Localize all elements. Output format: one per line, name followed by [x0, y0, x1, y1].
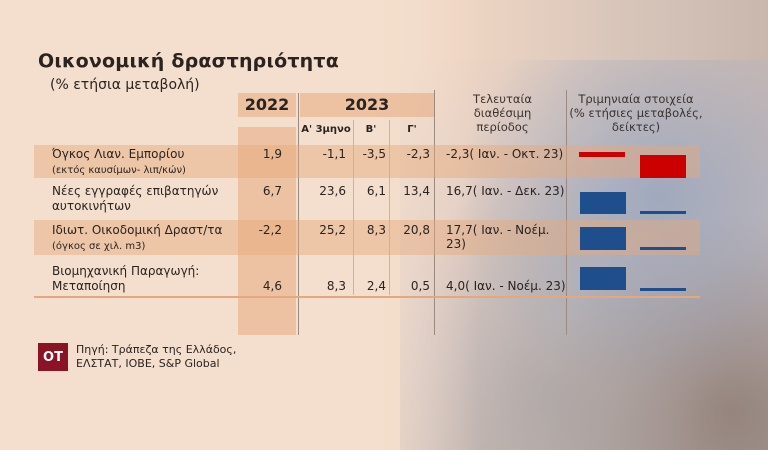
value-q3: 13,4: [403, 184, 430, 198]
value-last-period: -2,3( Ιαν. - Οκτ. 23): [446, 147, 564, 161]
value-q1: 23,6: [319, 184, 346, 198]
row-sublabel: αυτοκινήτων: [52, 199, 131, 213]
divider: [353, 120, 354, 295]
divider: [389, 120, 390, 295]
value-2022: 4,6: [262, 279, 282, 293]
value-q1: -1,1: [322, 147, 346, 161]
value-q2: 6,1: [366, 184, 386, 198]
quarterly-bar: [640, 288, 686, 291]
row-label: Νέες εγγραφές επιβατηγών: [52, 184, 219, 198]
row-label: Ιδιωτ. Οικοδομική Δραστ/τα: [52, 223, 223, 237]
value-q1: 8,3: [326, 279, 346, 293]
value-q2: -3,5: [362, 147, 386, 161]
value-q3: 20,8: [403, 223, 430, 237]
header-quarterly: Τριμηνιαία στοιχεία (% ετήσιες μεταβολές…: [567, 92, 705, 134]
header-text: Τελευταία: [473, 92, 532, 106]
divider: [434, 90, 435, 335]
table-bottom-line: [34, 296, 700, 298]
row-sublabel: (εκτός καυσίμων- λιπ/κών): [52, 165, 186, 176]
divider: [298, 93, 299, 335]
header-q2: Β': [365, 124, 377, 135]
header-q1: Α' 3μηνο: [301, 124, 351, 135]
page-subtitle: (% ετήσια μεταβολή): [50, 77, 200, 93]
row-sublabel: Μεταποίηση: [52, 279, 126, 293]
quarterly-bar: [640, 211, 686, 214]
value-2022: 1,9: [262, 147, 282, 161]
value-2022: 6,7: [262, 184, 282, 198]
value-last-period: 4,0( Ιαν. - Νοέμ. 23): [446, 279, 566, 293]
quarterly-bar: [580, 192, 626, 214]
quarterly-bar: [580, 227, 626, 250]
value-q1: 25,2: [319, 223, 346, 237]
value-q3: 0,5: [410, 279, 430, 293]
header-text: δείκτες): [611, 120, 661, 134]
value-q2: 8,3: [366, 223, 386, 237]
page-title: Οικονομική δραστηριότητα: [38, 50, 339, 72]
header-2022: 2022: [238, 93, 296, 117]
header-text: περίοδος: [476, 120, 529, 134]
header-text: (% ετήσιες μεταβολές,: [569, 106, 703, 120]
divider: [566, 90, 567, 335]
value-q2: 2,4: [366, 279, 386, 293]
source-note: Πηγή: Τράπεζα της Ελλάδος, ΕΛΣΤΑΤ, ΙΟΒΕ,…: [76, 343, 236, 371]
value-q3: -2,3: [406, 147, 430, 161]
row-highlight: [34, 145, 700, 178]
row-sublabel: (όγκος σε χιλ. m3): [52, 241, 146, 252]
header-last-period: Τελευταία διαθέσιμη περίοδος: [440, 92, 565, 134]
header-text: διαθέσιμη: [473, 106, 532, 120]
value-last-period: 16,7( Ιαν. - Δεκ. 23): [446, 184, 565, 198]
row-label: Όγκος Λιαν. Εμπορίου: [52, 147, 185, 161]
column-2022-highlight: [238, 127, 296, 335]
header-2023: 2023: [300, 93, 434, 117]
value-last-period: 17,7( Ιαν. - Νοέμ. 23): [446, 223, 550, 251]
quarterly-bar: [640, 247, 686, 250]
header-text: Τριμηνιαία στοιχεία: [578, 92, 694, 106]
quarterly-bar: [580, 267, 626, 290]
source-line: ΕΛΣΤΑΤ, ΙΟΒΕ, S&P Global: [76, 357, 220, 370]
ot-logo: ΟΤ: [38, 343, 68, 371]
header-q3: Γ': [407, 124, 417, 135]
source-line: Πηγή: Τράπεζα της Ελλάδος,: [76, 343, 237, 356]
value-2022: -2,2: [258, 223, 282, 237]
quarterly-bar: [579, 152, 625, 157]
quarterly-bar: [640, 155, 686, 178]
row-label: Βιομηχανική Παραγωγή:: [52, 264, 200, 278]
